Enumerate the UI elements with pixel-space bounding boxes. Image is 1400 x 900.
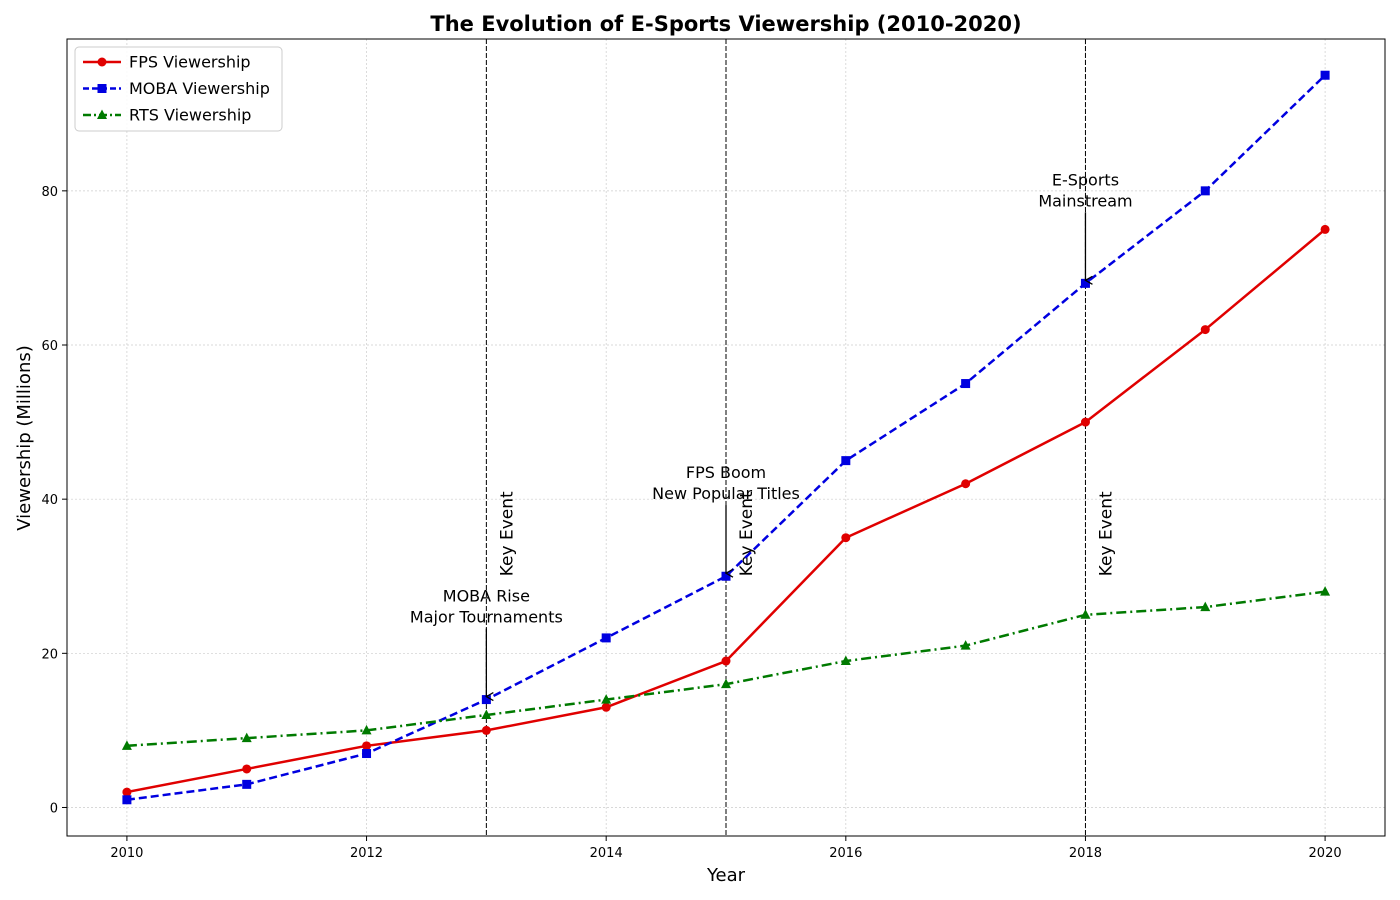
data-point (1080, 609, 1091, 619)
data-point (840, 655, 851, 666)
y-axis: 0 20 40 60 80 (41, 185, 67, 816)
data-point (1320, 70, 1330, 80)
y-tick-label: 0 (50, 801, 58, 816)
data-point (961, 479, 971, 489)
chart-title: The Evolution of E-Sports Viewership (20… (430, 12, 1021, 36)
data-point (481, 709, 492, 719)
key-event-lines: Key Event Key Event Key Event (485, 39, 1116, 836)
x-axis-title: Year (706, 865, 746, 886)
key-event-label: Key Event (737, 491, 757, 576)
x-tick-label: 2012 (350, 846, 383, 861)
data-point (1320, 586, 1331, 596)
x-tick-label: 2010 (110, 846, 143, 861)
legend-marker (97, 57, 107, 67)
data-point (362, 749, 372, 759)
plot-frame (66, 38, 1386, 837)
data-point (122, 787, 132, 797)
data-point (1200, 186, 1210, 196)
annotations: MOBA Rise Major Tournaments FPS Boom New Po… (410, 170, 1133, 696)
annotation-text: MOBA Rise (443, 586, 530, 605)
x-tick-label: 2016 (829, 846, 862, 861)
series-group (121, 70, 1331, 805)
data-point (1200, 325, 1210, 335)
data-point (601, 694, 612, 704)
y-tick-label: 20 (41, 647, 58, 662)
data-point (362, 741, 372, 751)
data-point (361, 724, 372, 735)
annotation-text: E-Sports (1052, 170, 1119, 189)
data-point (960, 640, 971, 650)
data-point (242, 779, 252, 789)
annotation-text: Mainstream (1038, 191, 1132, 210)
legend-label: RTS Viewership (129, 106, 251, 125)
data-point (841, 533, 851, 543)
legend: FPS Viewership MOBA Viewership RTS Viewers… (74, 46, 283, 132)
data-point (1080, 417, 1090, 427)
legend-marker (97, 109, 107, 119)
data-point (1320, 224, 1330, 234)
x-tick-label: 2018 (1069, 846, 1102, 861)
data-point (241, 732, 252, 743)
y-tick-label: 80 (41, 185, 58, 200)
x-tick-label: 2020 (1309, 846, 1342, 861)
data-point (601, 633, 611, 643)
data-point (601, 702, 611, 712)
annotation-text: New Popular Titles (652, 484, 800, 503)
legend-label: MOBA Viewership (129, 79, 270, 98)
legend-box (74, 46, 283, 132)
annotation-text: FPS Boom (686, 463, 766, 482)
data-point (721, 678, 731, 689)
y-tick-label: 40 (41, 493, 58, 508)
key-event-label: Key Event (497, 491, 517, 576)
data-point (1200, 601, 1211, 612)
data-point (721, 656, 731, 666)
legend-marker (97, 84, 107, 93)
data-point (122, 795, 132, 805)
legend-label: FPS Viewership (129, 53, 251, 72)
data-point (481, 725, 491, 735)
x-axis: 2010 2012 2014 2016 2018 2020 (110, 836, 1342, 861)
data-point (121, 740, 132, 750)
data-point (242, 764, 252, 774)
y-axis-title: Viewership (Millions) (14, 345, 35, 531)
x-tick-label: 2014 (590, 846, 623, 861)
key-event-label: Key Event (1096, 491, 1116, 576)
data-point (961, 379, 971, 389)
y-tick-label: 60 (41, 339, 58, 354)
annotation-text: Major Tournaments (410, 607, 563, 626)
data-point (841, 456, 851, 466)
